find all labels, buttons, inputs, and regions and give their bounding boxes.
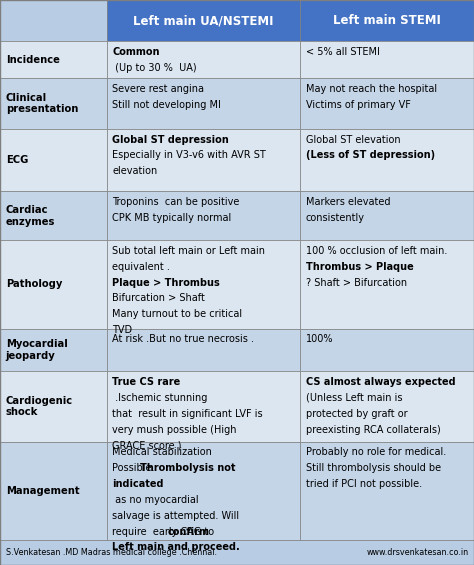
Text: Medical stabilization: Medical stabilization (112, 447, 212, 458)
Bar (0, 328, 107, 371)
Text: Still not developing MI: Still not developing MI (112, 99, 221, 110)
Text: Troponins  can be positive: Troponins can be positive (112, 197, 240, 207)
Text: very mush possible (High: very mush possible (High (112, 424, 237, 434)
Text: (Up to 30 %  UA): (Up to 30 % UA) (112, 63, 197, 73)
Bar (107, 0, 300, 41)
Text: consistently: consistently (306, 213, 365, 223)
Text: Victims of primary VF: Victims of primary VF (306, 99, 410, 110)
Text: Sub total left main or Left main: Sub total left main or Left main (112, 246, 265, 256)
Text: www.drsvenkatesan.co.in: www.drsvenkatesan.co.in (366, 548, 468, 557)
Bar (0, 240, 107, 328)
Text: elevation: elevation (112, 166, 157, 176)
Bar (300, 442, 474, 540)
Bar (0, 0, 107, 41)
Text: Left main STEMI: Left main STEMI (333, 14, 441, 27)
Text: True CS rare: True CS rare (112, 377, 181, 387)
Bar (300, 41, 474, 78)
Text: Markers elevated: Markers elevated (306, 197, 390, 207)
Text: Still thrombolysis should be: Still thrombolysis should be (306, 463, 441, 473)
Bar (107, 328, 300, 371)
Text: ? Shaft > Bifurcation: ? Shaft > Bifurcation (306, 277, 407, 288)
Text: GRACE score ): GRACE score ) (112, 440, 182, 450)
Text: Plaque > Thrombus: Plaque > Thrombus (112, 277, 220, 288)
Bar (0, 442, 107, 540)
Text: .Ischemic stunning: .Ischemic stunning (112, 393, 208, 403)
Bar (107, 240, 300, 328)
Text: Myocardial
jeopardy: Myocardial jeopardy (6, 339, 67, 361)
Text: S.Venkatesan .MD Madras medical college .Chennai.: S.Venkatesan .MD Madras medical college … (6, 548, 217, 557)
Text: Common: Common (112, 47, 160, 57)
Text: that  result in significant LVF is: that result in significant LVF is (112, 408, 263, 419)
Text: Global ST elevation: Global ST elevation (306, 134, 401, 145)
Text: At risk .But no true necrosis .: At risk .But no true necrosis . (112, 334, 255, 344)
Bar (0, 129, 107, 192)
Bar (300, 0, 474, 41)
Text: May not reach the hospital: May not reach the hospital (306, 84, 437, 94)
Bar (300, 240, 474, 328)
Text: Severe rest angina: Severe rest angina (112, 84, 204, 94)
Text: Incidence: Incidence (6, 55, 60, 65)
Text: (Unless Left main is: (Unless Left main is (306, 393, 402, 403)
Text: confirm: confirm (168, 527, 210, 537)
Bar (107, 371, 300, 442)
Text: as no myocardial: as no myocardial (112, 495, 199, 505)
Text: 100%: 100% (306, 334, 333, 344)
Text: TVD: TVD (112, 325, 132, 335)
Bar (107, 78, 300, 129)
Text: 100 % occlusion of left main.: 100 % occlusion of left main. (306, 246, 447, 256)
Text: Global ST depression: Global ST depression (112, 134, 229, 145)
Text: Cardiogenic
shock: Cardiogenic shock (6, 396, 73, 418)
Text: Thrombolysis not: Thrombolysis not (140, 463, 235, 473)
Text: Many turnout to be critical: Many turnout to be critical (112, 309, 243, 319)
Bar (0, 78, 107, 129)
Text: protected by graft or: protected by graft or (306, 408, 407, 419)
Text: Cardiac
enzymes: Cardiac enzymes (6, 205, 55, 227)
Text: Bifurcation > Shaft: Bifurcation > Shaft (112, 293, 205, 303)
Text: Thrombus > Plaque: Thrombus > Plaque (306, 262, 413, 272)
Text: Left main UA/NSTEMI: Left main UA/NSTEMI (133, 14, 273, 27)
Bar (300, 129, 474, 192)
Text: ECG: ECG (6, 155, 28, 165)
Text: Probably no role for medical.: Probably no role for medical. (306, 447, 446, 458)
Text: Possible.: Possible. (112, 463, 158, 473)
Bar (300, 78, 474, 129)
Bar (0, 371, 107, 442)
Bar (107, 41, 300, 78)
Text: Management: Management (6, 486, 79, 496)
Text: CPK MB typically normal: CPK MB typically normal (112, 213, 232, 223)
Text: Pathology: Pathology (6, 280, 62, 289)
Bar (300, 192, 474, 240)
Text: Clinical
presentation: Clinical presentation (6, 93, 78, 114)
Bar (107, 129, 300, 192)
Bar (300, 371, 474, 442)
Bar (107, 442, 300, 540)
Text: equivalent .: equivalent . (112, 262, 170, 272)
Bar (0, 540, 474, 565)
Text: < 5% all STEMI: < 5% all STEMI (306, 47, 380, 57)
Text: Left main and proceed.: Left main and proceed. (112, 542, 240, 553)
Bar (300, 328, 474, 371)
Bar (0, 192, 107, 240)
Text: (Less of ST depression): (Less of ST depression) (306, 150, 435, 160)
Text: salvage is attempted. Will: salvage is attempted. Will (112, 511, 239, 521)
Text: indicated: indicated (112, 479, 164, 489)
Text: tried if PCI not possible.: tried if PCI not possible. (306, 479, 422, 489)
Bar (0, 41, 107, 78)
Text: require  early CAG to: require early CAG to (112, 527, 218, 537)
Text: preexisting RCA collaterals): preexisting RCA collaterals) (306, 424, 440, 434)
Text: Especially in V3-v6 with AVR ST: Especially in V3-v6 with AVR ST (112, 150, 266, 160)
Bar (107, 192, 300, 240)
Text: CS almost always expected: CS almost always expected (306, 377, 456, 387)
